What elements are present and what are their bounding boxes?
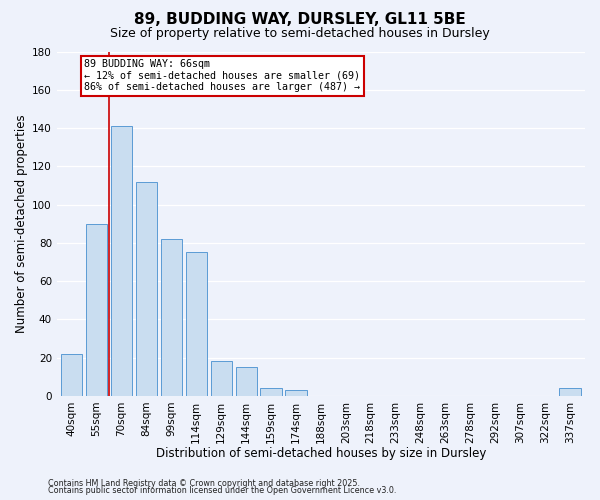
Bar (136, 182, 157, 396)
Bar (111, 126, 132, 396)
Bar (559, 388, 581, 396)
Bar (61, 354, 82, 396)
Bar (286, 390, 307, 396)
Text: 89, BUDDING WAY, DURSLEY, GL11 5BE: 89, BUDDING WAY, DURSLEY, GL11 5BE (134, 12, 466, 28)
Text: 89 BUDDING WAY: 66sqm
← 12% of semi-detached houses are smaller (69)
86% of semi: 89 BUDDING WAY: 66sqm ← 12% of semi-deta… (84, 59, 360, 92)
Text: Contains HM Land Registry data © Crown copyright and database right 2025.: Contains HM Land Registry data © Crown c… (48, 478, 360, 488)
Y-axis label: Number of semi-detached properties: Number of semi-detached properties (15, 114, 28, 333)
Bar (186, 252, 207, 396)
Bar (236, 367, 257, 396)
Bar (86, 224, 107, 396)
Bar (211, 362, 232, 396)
Bar (260, 388, 281, 396)
Text: Contains public sector information licensed under the Open Government Licence v3: Contains public sector information licen… (48, 486, 397, 495)
Bar (161, 239, 182, 396)
Text: Size of property relative to semi-detached houses in Dursley: Size of property relative to semi-detach… (110, 28, 490, 40)
X-axis label: Distribution of semi-detached houses by size in Dursley: Distribution of semi-detached houses by … (156, 447, 486, 460)
